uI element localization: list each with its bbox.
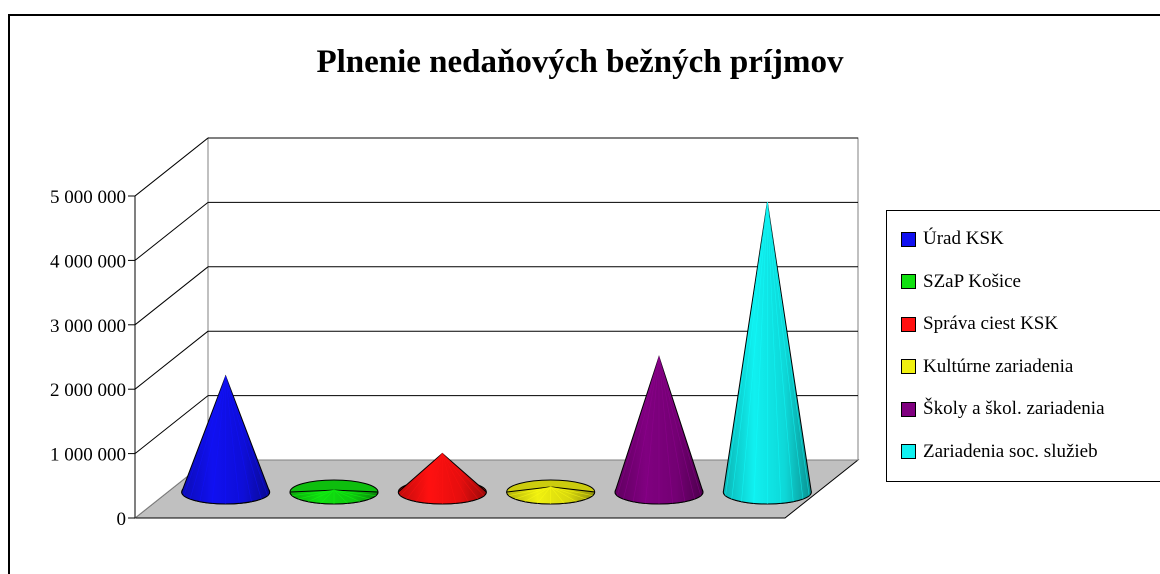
cone-facet bbox=[767, 202, 794, 502]
cone-facet bbox=[550, 486, 587, 500]
gridline-side bbox=[134, 202, 209, 261]
cone-facet bbox=[406, 453, 443, 500]
cone-facet bbox=[550, 486, 577, 502]
cone-facet bbox=[416, 453, 443, 502]
legend-label: Zariadenia soc. služieb bbox=[923, 440, 1098, 462]
cones bbox=[181, 202, 812, 505]
legend-item: Školy a škol. zariadenia bbox=[901, 397, 1105, 421]
cone-facet bbox=[333, 489, 348, 504]
cone-facet bbox=[333, 489, 376, 497]
cone-facet bbox=[308, 489, 335, 502]
legend-label: Správa ciest KSK bbox=[923, 313, 1059, 334]
cone-6 bbox=[722, 202, 812, 505]
chart-title: Plnenie nedaňových bežných príjmov bbox=[316, 44, 844, 80]
cone-facet bbox=[658, 356, 686, 502]
cone-facet bbox=[292, 489, 335, 497]
gridline-side bbox=[134, 395, 209, 454]
cone-4 bbox=[506, 479, 596, 505]
cone-facet bbox=[225, 376, 252, 502]
cone-facet bbox=[524, 486, 551, 502]
cone-facet bbox=[320, 489, 335, 504]
y-tick-label: 3 000 000 bbox=[50, 316, 126, 337]
cone-1 bbox=[181, 374, 271, 505]
y-tick-label: 1 000 000 bbox=[50, 445, 126, 466]
legend-label: SZaP Košice bbox=[923, 270, 1021, 292]
cone-facet bbox=[400, 453, 443, 496]
cone-facet bbox=[616, 356, 660, 496]
gridline-side bbox=[134, 330, 209, 390]
cone-facet bbox=[199, 376, 226, 502]
cone-facet bbox=[225, 375, 262, 500]
gridline-side bbox=[134, 137, 209, 197]
cone-facet bbox=[508, 486, 551, 497]
cone-facet bbox=[623, 356, 660, 500]
cone-facet bbox=[211, 376, 226, 504]
cone-5 bbox=[614, 355, 704, 505]
legend-item: Úrad KSK bbox=[901, 227, 1004, 251]
cone-facet bbox=[731, 202, 768, 500]
y-tick-label: 4 000 000 bbox=[50, 251, 126, 272]
cone-facet bbox=[428, 453, 443, 504]
gridline-side bbox=[134, 266, 209, 326]
legend-swatch bbox=[901, 359, 916, 374]
legend-swatch bbox=[901, 401, 916, 417]
y-axis-ticks: 0 1 000 000 2 000 000 3 000 000 4 000 000 5 0… bbox=[50, 187, 136, 530]
y-tick-label: 5 000 000 bbox=[50, 187, 126, 208]
legend-item: SZaP Košice bbox=[901, 270, 1021, 294]
legend-swatch bbox=[901, 444, 916, 459]
cone-facet bbox=[658, 356, 673, 504]
cone-facet bbox=[658, 356, 695, 500]
legend-swatch bbox=[901, 316, 916, 332]
cone-facet bbox=[536, 486, 551, 504]
cone-facet bbox=[189, 375, 226, 500]
cone-facet bbox=[632, 356, 660, 502]
legend: Úrad KSK SZaP Košice Správa ciest KSK Kultú… bbox=[886, 210, 1160, 482]
legend-swatch bbox=[901, 231, 916, 247]
y-tick-label: 2 000 000 bbox=[50, 380, 126, 401]
cone-facet bbox=[767, 202, 782, 504]
legend-item: Zariadenia soc. služieb bbox=[901, 440, 1098, 464]
legend-label: Úrad KSK bbox=[923, 228, 1004, 249]
cone-facet bbox=[550, 486, 593, 497]
legend-item: Kultúrne zariadenia bbox=[901, 355, 1073, 379]
cone-facet bbox=[741, 202, 768, 502]
cone-facet bbox=[183, 375, 226, 496]
cone-facet bbox=[442, 453, 485, 496]
cone-facet bbox=[442, 453, 479, 500]
cone-facet bbox=[767, 202, 810, 496]
cone-facet bbox=[442, 453, 469, 502]
cone-3 bbox=[397, 452, 487, 505]
cone-facet bbox=[753, 202, 768, 504]
legend-item: Správa ciest KSK bbox=[901, 312, 1058, 336]
legend-swatch bbox=[901, 274, 916, 289]
cone-facet bbox=[514, 486, 551, 500]
cone-2 bbox=[289, 479, 379, 505]
cone-facet bbox=[333, 489, 370, 500]
cone-facet bbox=[550, 486, 565, 504]
cone-facet bbox=[333, 489, 360, 502]
cone-facet bbox=[767, 202, 804, 500]
chart-frame bbox=[8, 14, 1160, 574]
cone-facet bbox=[225, 375, 268, 496]
cone-facet bbox=[298, 489, 335, 500]
legend-label: Kultúrne zariadenia bbox=[923, 355, 1074, 377]
cone-facet bbox=[225, 376, 240, 504]
cone-facet bbox=[645, 356, 660, 504]
cone-facet bbox=[658, 356, 702, 496]
cone-facet bbox=[442, 453, 457, 504]
cone-facet bbox=[725, 202, 768, 496]
legend-label: Školy a škol. zariadenia bbox=[923, 398, 1105, 419]
y-tick-label: 0 bbox=[117, 509, 127, 530]
